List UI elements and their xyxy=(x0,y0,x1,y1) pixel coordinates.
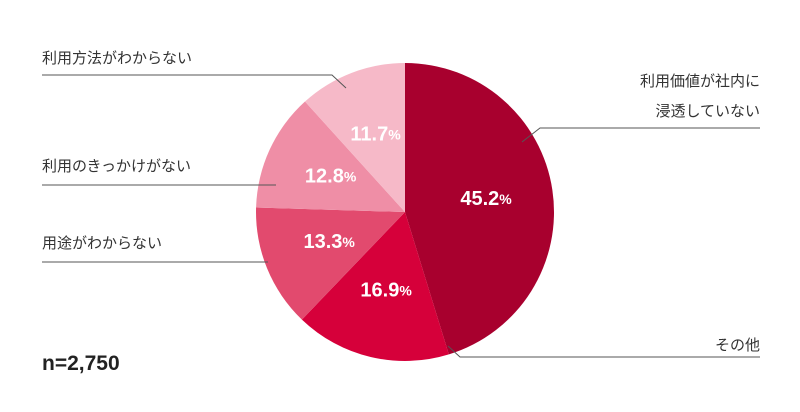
pie-slice xyxy=(301,212,449,361)
leader-line xyxy=(447,345,760,358)
category-label: その他 xyxy=(714,336,760,354)
sample-size: n=2,750 xyxy=(42,352,120,375)
leader-line xyxy=(42,74,347,89)
pie-slice xyxy=(256,101,405,212)
value-label: 12.8% xyxy=(305,166,357,188)
category-label: 利用価値が社内に 浸透していない xyxy=(639,72,760,120)
pie-slice xyxy=(405,63,554,355)
value-label: 13.3% xyxy=(303,231,355,253)
value-label: 16.9% xyxy=(360,280,412,302)
leader-line xyxy=(521,127,760,143)
category-label: 利用のきっかけがない xyxy=(42,157,191,175)
category-label: 利用方法がわからない xyxy=(42,49,193,67)
pie-slice xyxy=(304,63,405,212)
category-label: 用途がわからない xyxy=(42,234,163,252)
value-label: 11.7% xyxy=(350,124,401,146)
pie-slice xyxy=(256,207,405,320)
slices xyxy=(256,63,554,361)
value-label: 45.2% xyxy=(460,188,512,210)
leader-lines xyxy=(42,74,760,358)
